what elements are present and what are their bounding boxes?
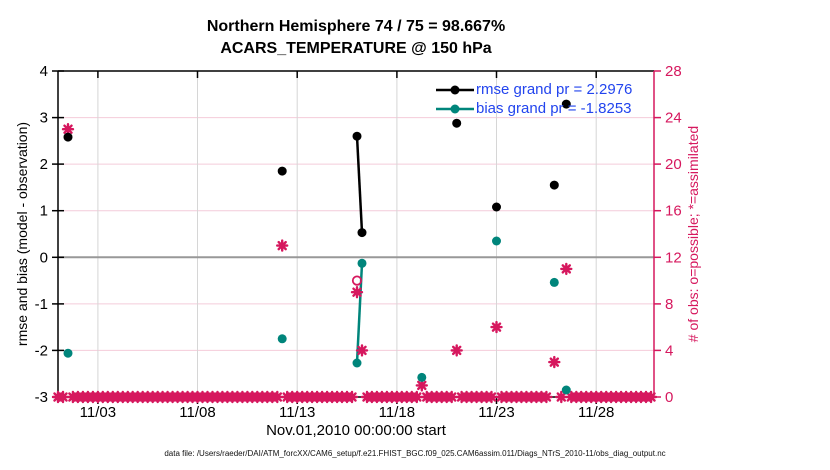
- y-left-tick-label: 1: [40, 203, 48, 220]
- y-left-tick-label: 2: [40, 156, 48, 173]
- y-left-tick-label: 0: [40, 249, 48, 266]
- bias-point: [561, 385, 571, 395]
- rmse-point: [452, 118, 462, 128]
- y-left-tick-label: -1: [35, 296, 48, 313]
- rmse-point: [357, 228, 367, 238]
- x-tick-label: 11/13: [279, 404, 315, 421]
- x-tick-label: 11/03: [80, 404, 116, 421]
- rmse-point: [549, 180, 559, 190]
- y-right-tick-label: 24: [665, 110, 682, 127]
- bias-point: [549, 277, 559, 287]
- y-left-tick-label: -2: [35, 342, 48, 359]
- y-right-tick-label: 28: [665, 63, 682, 80]
- rmse-line-dot-sample-icon: [436, 85, 474, 94]
- obs-zero-count-markers: [51, 390, 658, 404]
- y-right-tick-label: 16: [665, 203, 682, 220]
- legend-label-rmse: rmse grand pr = 2.2976: [476, 81, 633, 98]
- y-left-tick-label: -3: [35, 389, 48, 406]
- rmse-point: [561, 99, 571, 109]
- chart-title-line2: ACARS_TEMPERATURE @ 150 hPa: [220, 40, 492, 57]
- y-left-tick-label: 4: [40, 63, 48, 80]
- rmse-point: [277, 166, 287, 176]
- bias-line-dot-sample-icon: [436, 104, 474, 113]
- chart-title-line1: Northern Hemisphere 74 / 75 = 98.667%: [206, 18, 506, 35]
- y-axis-left-label: rmse and bias (model - observation): [14, 121, 30, 347]
- y-left-tick-label: 3: [40, 110, 48, 127]
- rmse-point: [352, 131, 362, 141]
- legend-row-bias: bias grand pr = -1.8253: [436, 99, 632, 118]
- bias-point: [417, 372, 427, 382]
- rmse-segment: [355, 136, 364, 233]
- rmse-point: [492, 202, 501, 212]
- x-tick-label: 11/28: [578, 404, 614, 421]
- legend-label-bias: bias grand pr = -1.8253: [476, 100, 632, 117]
- bias-point: [492, 236, 501, 246]
- y-right-tick-label: 0: [665, 389, 673, 406]
- data-file-path: data file: /Users/raeder/DAI/ATM_forcXX/…: [164, 449, 666, 458]
- obs-assimilated-markers: [61, 123, 573, 392]
- obs-possible-marker: [351, 275, 363, 286]
- x-tick-label: 11/18: [379, 404, 415, 421]
- y-right-tick-label: 8: [665, 296, 673, 313]
- y-axis-right-label: # of obs: o=possible; *=assimilated: [685, 125, 701, 343]
- x-axis-label: Nov.01,2010 00:00:00 start: [266, 422, 446, 439]
- bias-point: [352, 358, 362, 368]
- bias-point: [63, 348, 73, 358]
- x-tick-label: 11/08: [179, 404, 215, 421]
- y-right-tick-label: 12: [665, 249, 682, 266]
- y-right-tick-label: 4: [665, 342, 673, 359]
- bias-point: [357, 258, 367, 268]
- rmse-point: [63, 132, 73, 142]
- y-right-tick-label: 20: [665, 156, 682, 173]
- bias-point: [277, 334, 287, 344]
- x-tick-label: 11/23: [478, 404, 514, 421]
- legend: rmse grand pr = 2.2976 bias grand pr = -…: [436, 80, 632, 118]
- legend-row-rmse: rmse grand pr = 2.2976: [436, 80, 632, 99]
